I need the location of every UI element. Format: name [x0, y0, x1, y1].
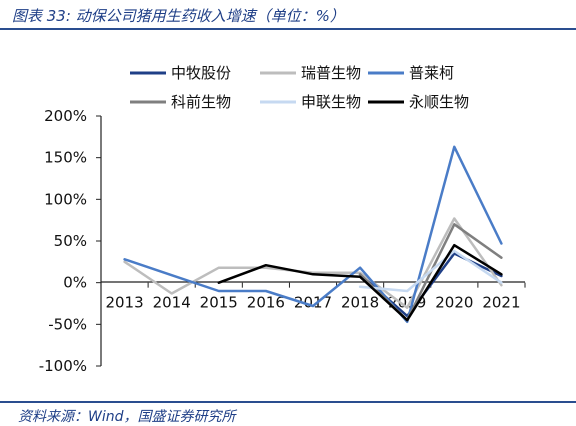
series-line-申联生物: [358, 249, 503, 293]
y-tick-label: 50%: [54, 232, 87, 250]
legend-label: 永顺生物: [409, 93, 469, 111]
series-lines: [123, 145, 503, 324]
legend-label: 科前生物: [171, 93, 231, 111]
y-tick-label: 100%: [44, 190, 87, 208]
x-tick-label: 2015: [200, 294, 238, 312]
x-tick-label: 2018: [341, 294, 379, 312]
x-tick-label: 2021: [482, 294, 520, 312]
legend-label: 普莱柯: [409, 64, 454, 82]
source-bar: 资料来源：Wind，国盛证券研究所: [0, 401, 576, 425]
figure-title: 图表 33: 动保公司猪用生药收入增速（单位：%）: [12, 7, 345, 25]
legend-label: 中牧股份: [171, 64, 231, 82]
series-line-永顺生物: [217, 243, 503, 322]
y-tick-label: -100%: [39, 357, 87, 375]
series-line-瑞普生物: [123, 217, 503, 309]
y-tick-label: 150%: [44, 149, 87, 167]
legend-label: 申联生物: [301, 93, 361, 111]
source-note: 资料来源：Wind，国盛证券研究所: [18, 409, 236, 425]
x-tick-label: 2013: [105, 294, 143, 312]
legend-label: 瑞普生物: [301, 64, 361, 82]
x-tick-label: 2016: [247, 294, 285, 312]
series-line-普莱柯: [123, 145, 503, 324]
x-ticks: 2013 2014 2015 2016 2017 2018 2019 2020 2021: [100, 282, 526, 312]
y-tick-label: 0%: [63, 274, 87, 292]
y-tick-label: 200%: [44, 107, 87, 125]
y-tick-label: -50%: [48, 315, 87, 333]
x-tick-label: 2014: [153, 294, 191, 312]
y-ticks: -100% -50% 0% 50% 100% 150% 200%: [39, 107, 101, 375]
x-tick-label: 2020: [435, 294, 473, 312]
title-bar: 图表 33: 动保公司猪用生药收入增速（单位：%）: [0, 0, 576, 30]
